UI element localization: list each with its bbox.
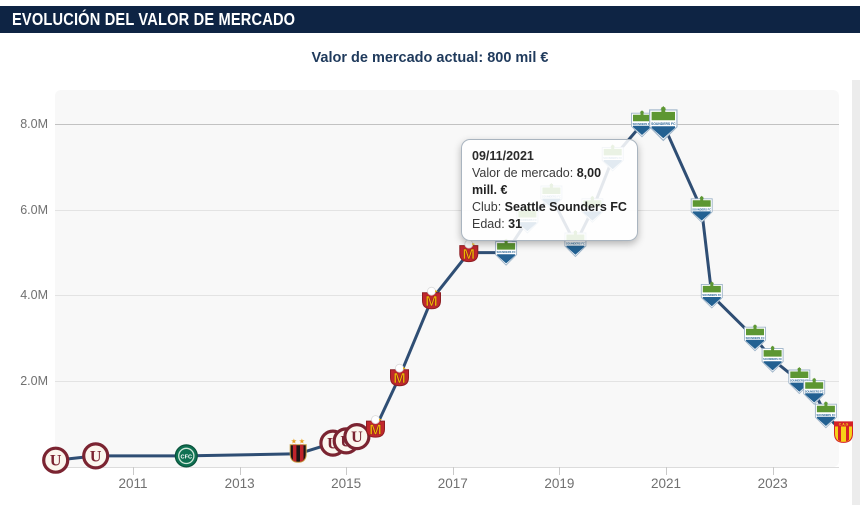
data-point-grau-crest[interactable]: C.A.G (834, 421, 853, 443)
x-axis-tick-2021 (666, 467, 667, 475)
svg-text:CFC: CFC (181, 454, 193, 460)
x-axis-label-2019: 2019 (544, 476, 575, 491)
svg-text:C.A.G: C.A.G (839, 422, 849, 426)
data-point-seattle-crest[interactable]: SOUNDERS FC (700, 281, 723, 309)
data-point-universitario-crest[interactable]: U (343, 423, 371, 451)
svg-text:SOUNDERS FC: SOUNDERS FC (633, 122, 652, 126)
svg-text:SOUNDERS FC: SOUNDERS FC (805, 389, 824, 393)
svg-text:U: U (351, 429, 363, 446)
page-edge-strip (852, 80, 860, 505)
x-axis-tick-2017 (452, 467, 454, 475)
data-point-morelia-crest[interactable]: M (422, 286, 441, 310)
chart-tooltip: 09/11/2021 Valor de mercado: 8,00 mill. … (461, 139, 638, 241)
x-axis-tick-2019 (559, 467, 561, 475)
y-axis-label-6.0M: 6.0M (20, 202, 48, 217)
data-point-seattle-crest[interactable]: SOUNDERS FC (690, 195, 713, 223)
data-point-seattle-crest[interactable]: SOUNDERS FC (744, 324, 766, 352)
x-axis-tick-2015 (346, 467, 348, 475)
svg-text:SOUNDERS FC: SOUNDERS FC (702, 293, 721, 297)
x-axis-label-2013: 2013 (224, 476, 255, 491)
svg-text:SOUNDERS FC: SOUNDERS FC (816, 413, 835, 417)
svg-text:SOUNDERS FC: SOUNDERS FC (790, 379, 809, 383)
x-axis-tick-2011 (133, 467, 134, 475)
y-axis-label-2.0M: 2.0M (20, 374, 48, 388)
tooltip-age-label: Edad: (472, 217, 505, 231)
page-title: EVOLUCIÓN DEL VALOR DE MERCADO (12, 9, 296, 29)
data-point-coritiba-crest[interactable]: CFC (174, 444, 198, 468)
svg-text:U: U (50, 453, 62, 470)
svg-text:SOUNDERS FC: SOUNDERS FC (651, 122, 676, 126)
svg-text:U: U (90, 448, 102, 465)
x-axis-tick-2023 (772, 467, 774, 475)
svg-text:SOUNDERS FC: SOUNDERS FC (763, 357, 782, 361)
data-point-universitario-crest[interactable]: U (82, 442, 110, 470)
data-point-morelia-crest[interactable]: M (390, 363, 409, 387)
svg-text:M: M (369, 422, 382, 439)
data-point-morelia-crest[interactable]: M (366, 415, 385, 439)
section-header-bar: EVOLUCIÓN DEL VALOR DE MERCADO (0, 6, 860, 33)
svg-text:M: M (425, 293, 438, 310)
gridline-6.0M (55, 209, 839, 211)
data-point-seattle-crest[interactable]: SOUNDERS FC (495, 238, 518, 266)
tooltip-age: 31 (508, 217, 523, 231)
tooltip-club-label: Club: (472, 200, 502, 214)
tooltip-date: 09/11/2021 (472, 149, 534, 163)
gridline-4.0M (55, 295, 839, 297)
tooltip-market-value-row: Valor de mercado: 8,00 mill. € (472, 165, 627, 199)
data-point-seattle-crest[interactable]: SOUNDERS FC (761, 345, 784, 373)
x-axis-label-2015: 2015 (331, 476, 362, 491)
tooltip-club: Seattle Sounders FC (504, 200, 627, 214)
x-axis-label-2023: 2023 (757, 476, 788, 491)
y-axis-label-8.0M: 8.0M (20, 117, 48, 132)
market-value-line (54, 122, 845, 462)
data-point-melgar-crest[interactable]: ★ ★ (289, 437, 307, 463)
svg-text:★: ★ (291, 437, 297, 445)
data-point-seattle-crest[interactable]: SOUNDERS FC (803, 377, 826, 405)
x-axis-tick-2013 (239, 467, 241, 475)
svg-text:SOUNDERS FC: SOUNDERS FC (497, 250, 516, 254)
x-axis-label-2017: 2017 (437, 476, 468, 491)
current-market-value-label: Valor de mercado actual: 800 mil € (311, 50, 549, 66)
gridline-8.0M (55, 124, 839, 126)
y-axis-label-4.0M: 4.0M (20, 288, 48, 303)
svg-text:M: M (463, 246, 476, 263)
data-point-universitario-crest[interactable]: U (42, 446, 70, 474)
x-axis-label-2021: 2021 (650, 476, 682, 491)
svg-text:SOUNDERS FC: SOUNDERS FC (692, 207, 711, 211)
svg-text:SOUNDERS FC: SOUNDERS FC (566, 242, 585, 246)
gridline-2.0M (55, 381, 839, 382)
data-point-seattle-crest[interactable]: SOUNDERS FC (814, 401, 837, 429)
x-axis-line (55, 467, 839, 468)
tooltip-age-row: Edad: 31 (472, 216, 627, 233)
tooltip-club-row: Club: Seattle Sounders FC (472, 199, 627, 216)
tooltip-market-value-label: Valor de mercado: (472, 166, 574, 180)
data-point-seattle-crest[interactable]: SOUNDERS FC (649, 106, 678, 142)
tooltip-market-value: 8,00 mill. € (472, 166, 602, 197)
x-axis-label-2011: 2011 (118, 476, 148, 491)
svg-text:SOUNDERS FC: SOUNDERS FC (746, 336, 765, 340)
data-point-morelia-crest[interactable]: M (459, 239, 479, 263)
data-point-seattle-crest[interactable]: SOUNDERS FC (631, 110, 653, 138)
svg-text:M: M (393, 370, 406, 387)
svg-text:★: ★ (299, 437, 305, 445)
